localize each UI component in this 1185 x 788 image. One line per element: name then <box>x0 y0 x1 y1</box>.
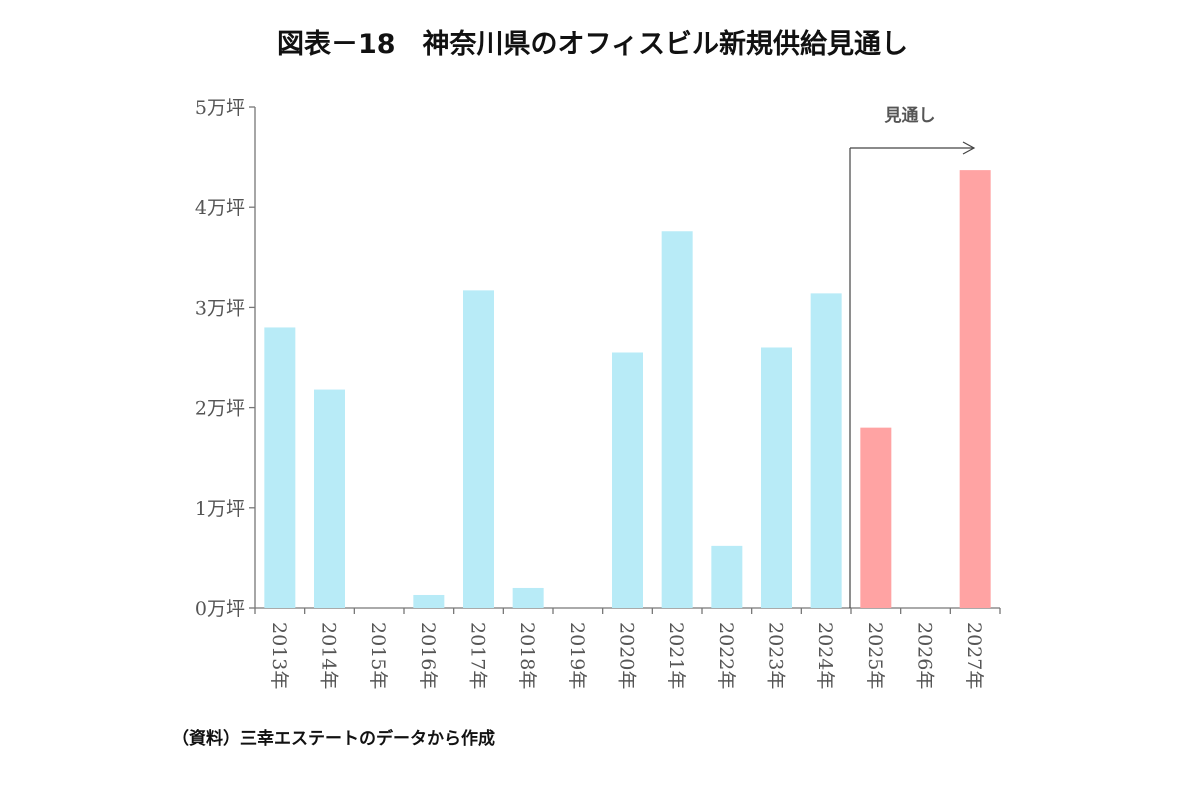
x-tick-label: 2025年 <box>864 622 886 689</box>
bar-actual-2021年 <box>661 231 693 609</box>
y-tick-label: 4万坪 <box>195 197 245 219</box>
bar-forecast-2027年 <box>959 170 991 608</box>
bar-actual-2016年 <box>413 594 445 608</box>
y-tick-label: 5万坪 <box>195 97 245 119</box>
x-tick-label: 2026年 <box>914 622 936 689</box>
bar-actual-2017年 <box>463 290 494 608</box>
y-tick-label: 2万坪 <box>195 398 245 420</box>
forecast-annotation: 見通し <box>849 106 976 608</box>
x-tick-labels: 2013年 2014年 2015年 2016年 2017年 2018年 2019年 2020年… <box>268 622 985 689</box>
forecast-label: 見通し <box>884 106 936 126</box>
bar-actual-2013年 <box>264 327 296 608</box>
y-tick-labels: 0万坪 1万坪 2万坪 3万坪 4万坪 5万坪 <box>195 97 245 620</box>
x-tick-label: 2014年 <box>318 622 340 689</box>
bar-forecast-2025年 <box>860 427 892 608</box>
x-tick-label: 2013年 <box>268 622 290 689</box>
y-tick-label: 3万坪 <box>195 297 245 319</box>
x-tick-label: 2021年 <box>665 622 687 689</box>
x-tick-label: 2019年 <box>566 622 588 689</box>
x-tick-label: 2016年 <box>417 622 439 689</box>
y-tick-label: 0万坪 <box>195 598 245 620</box>
x-tick-label: 2020年 <box>616 622 638 689</box>
x-tick-label: 2015年 <box>367 622 389 689</box>
bar-actual-2024年 <box>810 293 842 608</box>
bar-actual-2014年 <box>314 389 345 608</box>
bar-actual-2020年 <box>612 352 643 608</box>
x-tick-label: 2023年 <box>765 622 787 689</box>
bar-actual-2023年 <box>761 347 792 608</box>
source-note: （資料）三幸エステートのデータから作成 <box>172 729 495 749</box>
forecast-arrow-head <box>962 141 976 155</box>
bar-actual-2022年 <box>711 545 743 608</box>
x-tick-label: 2022年 <box>715 622 737 689</box>
chart-title: 図表－18 神奈川県のオフィスビル新規供給見通し <box>276 29 909 60</box>
x-tick-label: 2018年 <box>516 622 538 689</box>
chart-bars <box>264 170 991 609</box>
y-tick-label: 1万坪 <box>195 498 245 520</box>
bar-actual-2018年 <box>512 587 544 608</box>
x-tick-label: 2017年 <box>467 622 489 689</box>
x-tick-label: 2024年 <box>814 622 836 689</box>
x-tick-label: 2027年 <box>963 622 985 689</box>
